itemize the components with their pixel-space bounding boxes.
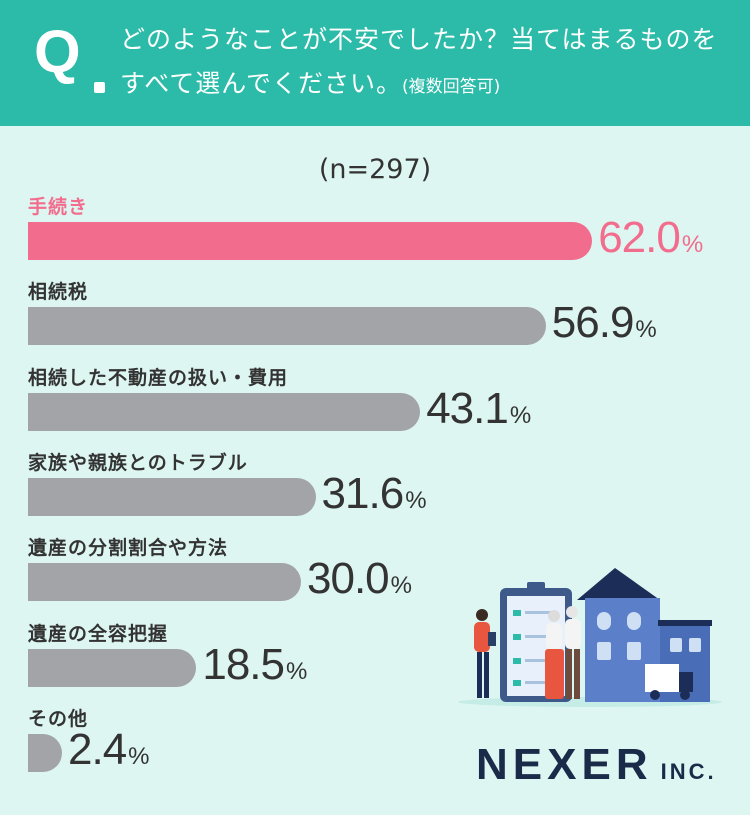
value-label: 43.1% <box>426 383 532 433</box>
value-number: 31.6 <box>321 468 405 518</box>
bar <box>28 222 593 260</box>
question-mark-dot <box>94 82 105 93</box>
value-unit: % <box>405 486 427 514</box>
sample-size: (n=297) <box>318 154 432 185</box>
question-note: (複数回答可) <box>402 77 501 97</box>
logo-suffix: INC. <box>660 759 717 784</box>
value-number: 56.9 <box>551 298 635 348</box>
value-unit: % <box>635 316 657 344</box>
bar <box>28 307 546 346</box>
category-label: 家族や親族とのトラブル <box>28 451 248 474</box>
bar <box>28 563 301 602</box>
category-label: 遺産の分割割合や方法 <box>28 537 229 560</box>
value-number: 43.1 <box>426 383 509 433</box>
category-label: 相続した不動産の扱い・費用 <box>28 366 289 389</box>
bar <box>28 477 316 516</box>
value-label: 18.5% <box>202 639 308 689</box>
house-family-illustration <box>458 568 722 707</box>
value-label: 30.0% <box>307 557 412 601</box>
value-number: 30.0 <box>307 554 390 604</box>
category-label: その他 <box>28 707 89 730</box>
bar <box>28 392 421 431</box>
value-number: 62.0 <box>598 213 681 262</box>
question-text: どのようなことが不安でしたか？当てはまるものをすべて選んでください。(複数回答可… <box>120 18 732 109</box>
value-unit: % <box>390 572 412 600</box>
value-label: 56.9% <box>552 301 657 345</box>
category-label: 遺産の全容把握 <box>28 622 169 645</box>
value-number: 18.5 <box>202 639 285 689</box>
category-label: 相続税 <box>28 281 89 304</box>
value-unit: % <box>128 742 150 770</box>
value-unit: % <box>285 657 308 685</box>
question-header: Q どのようなことが不安でしたか？当てはまるものをすべて選んでください。(複数回… <box>0 0 750 126</box>
value-unit: % <box>681 231 704 258</box>
value-unit: % <box>509 401 532 429</box>
question-main-text: どのようなことが不安でしたか？当てはまるものをすべて選んでください。 <box>120 25 718 98</box>
logo-name: NEXER <box>476 740 653 789</box>
bar <box>28 648 197 687</box>
category-label: 手続き <box>28 196 89 218</box>
nexer-logo: NEXER INC. <box>476 740 717 790</box>
value-label: 31.6% <box>321 468 427 518</box>
value-label: 2.4% <box>68 724 150 774</box>
value-label: 62.0% <box>598 216 703 260</box>
question-mark: Q <box>34 18 81 85</box>
value-number: 2.4 <box>68 724 127 774</box>
bar <box>28 733 62 772</box>
